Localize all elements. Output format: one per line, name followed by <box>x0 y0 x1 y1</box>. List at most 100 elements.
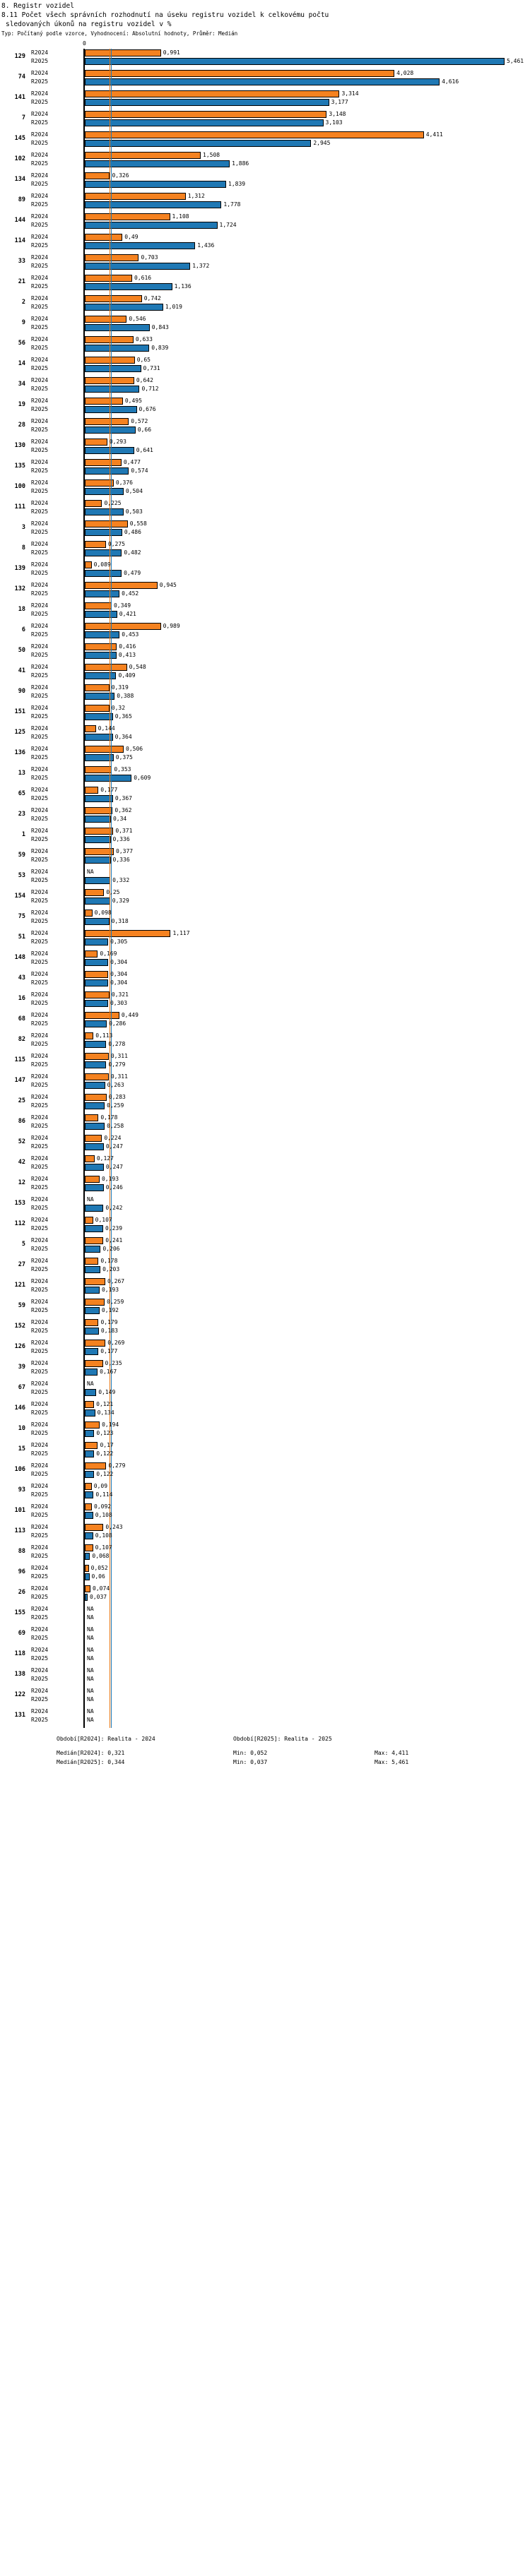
series-label-2024: R2024 <box>31 1032 49 1039</box>
row-id-label: 41 <box>18 667 25 674</box>
bar-2025 <box>85 1553 90 1560</box>
bar-2024 <box>85 971 109 978</box>
series-label-2025: R2025 <box>31 1696 49 1703</box>
bar-value-label-2024: 0,742 <box>143 295 161 302</box>
bar-2024 <box>85 316 127 323</box>
bar-2025 <box>85 263 191 270</box>
bar-2025 <box>85 58 505 65</box>
bar-value-label-2025: 0,486 <box>124 529 141 535</box>
chart-row-group: 34 R2024 0,642 R2025 0,712 <box>0 376 530 397</box>
bar-2025 <box>85 611 117 618</box>
bar-value-label-2025: 0,108 <box>95 1532 112 1539</box>
chart-row: R2024 0,945 <box>0 581 530 590</box>
bar-value-label-2024: 0,353 <box>114 766 131 773</box>
series-label-2025: R2025 <box>31 959 49 965</box>
series-label-2024: R2024 <box>31 398 49 404</box>
bar-value-label-2024: 3,314 <box>341 90 359 97</box>
chart-row: R2025 0,336 <box>0 856 530 864</box>
bar-value-label-2024: 1,508 <box>203 152 220 158</box>
chart-row: R2025 0,641 <box>0 446 530 455</box>
footer-min-2025: Min: 0,037 <box>233 1759 268 1765</box>
series-label-2025: R2025 <box>31 324 49 330</box>
footer-block: Období[R2024]: Realita - 2024 Období[R20… <box>0 1735 530 1775</box>
bar-chart: 0 129 R2024 0,991 R2025 5,461 74 R2024 4,028 R20… <box>0 40 530 1728</box>
chart-row-group: 7 R2024 3,148 R2025 3,103 <box>0 110 530 131</box>
chart-row: R2025 0,332 <box>0 876 530 885</box>
bar-2025 <box>85 652 117 659</box>
series-label-2024: R2024 <box>31 1299 49 1305</box>
chart-row: R2025 1,886 <box>0 160 530 168</box>
chart-row: R2024 0,107 <box>0 1216 530 1224</box>
chart-row-group: 18 R2024 0,349 R2025 0,421 <box>0 602 530 622</box>
series-label-2024: R2024 <box>31 582 49 588</box>
chart-row-group: 111 R2024 0,225 R2025 0,503 <box>0 499 530 520</box>
bar-value-label-2024: 0,642 <box>136 377 153 383</box>
bar-value-label-2024: 0,371 <box>115 828 133 834</box>
row-id-label: 50 <box>18 647 25 654</box>
bar-value-label-2024: 0,65 <box>136 357 151 363</box>
bar-value-label-2025: 0,263 <box>107 1082 124 1088</box>
chart-row: R2024 0,742 <box>0 294 530 303</box>
bar-2024 <box>85 807 113 814</box>
chart-row: R2025 0,712 <box>0 385 530 393</box>
chart-row: R2025 NA <box>0 1675 530 1683</box>
chart-row: R2024 1,108 <box>0 213 530 221</box>
series-label-2025: R2025 <box>31 140 49 146</box>
series-label-2024: R2024 <box>31 152 49 158</box>
bar-value-label-2025: 0,34 <box>112 816 127 822</box>
chart-row: R2025 NA <box>0 1654 530 1663</box>
series-label-2025: R2025 <box>31 427 49 433</box>
bar-value-label-2024: 4,411 <box>425 131 443 138</box>
series-label-2024: R2024 <box>31 90 49 97</box>
row-id-label: 65 <box>18 790 25 797</box>
series-label-2025: R2025 <box>31 1553 49 1559</box>
bar-value-label-2025: NA <box>87 1696 94 1703</box>
row-id-label: 115 <box>14 1056 25 1063</box>
row-id-label: 1 <box>21 831 25 838</box>
series-label-2024: R2024 <box>31 459 49 465</box>
chart-row-group: 2 R2024 0,742 R2025 1,019 <box>0 294 530 315</box>
bar-2025 <box>85 1348 99 1355</box>
bar-2025 <box>85 1409 95 1417</box>
bar-2024 <box>85 49 161 56</box>
bar-value-label-2024: 0,127 <box>96 1155 114 1162</box>
bar-2025 <box>85 672 117 679</box>
chart-row-group: 144 R2024 1,108 R2025 1,724 <box>0 213 530 233</box>
bar-value-label-2025: 0,239 <box>105 1225 123 1232</box>
bar-2025 <box>85 324 150 331</box>
chart-row: R2025 0,286 <box>0 1020 530 1028</box>
bar-2025 <box>85 140 312 147</box>
chart-row: R2025 0,421 <box>0 610 530 619</box>
bar-value-label-2025: 0,676 <box>139 406 156 412</box>
series-label-2025: R2025 <box>31 611 49 617</box>
bar-value-label-2025: 0,66 <box>137 427 152 433</box>
bar-2025 <box>85 1471 95 1478</box>
bar-value-label-2024: 0,633 <box>135 336 153 342</box>
bar-value-label-2025: 0,453 <box>122 631 139 638</box>
series-label-2024: R2024 <box>31 1094 49 1100</box>
bar-value-label-2024: NA <box>87 1708 94 1715</box>
series-label-2025: R2025 <box>31 795 49 801</box>
chart-row-group: 122 R2024 NA R2025 NA <box>0 1687 530 1707</box>
row-id-label: 53 <box>18 872 25 879</box>
bar-value-label-2024: 0,477 <box>123 459 141 465</box>
bar-2025 <box>85 99 329 106</box>
row-id-label: 9 <box>21 319 25 326</box>
bar-2024 <box>85 1462 107 1469</box>
chart-row-group: 101 R2024 0,092 R2025 0,108 <box>0 1503 530 1523</box>
chart-row: R2024 0,633 <box>0 335 530 344</box>
bar-value-label-2025: NA <box>87 1676 94 1682</box>
series-label-2025: R2025 <box>31 1676 49 1682</box>
chart-row-group: 74 R2024 4,028 R2025 4,616 <box>0 69 530 90</box>
row-id-label: 134 <box>14 176 25 183</box>
series-label-2024: R2024 <box>31 1503 49 1510</box>
series-label-2025: R2025 <box>31 1307 49 1313</box>
bar-value-label-2024: NA <box>87 1381 94 1387</box>
bar-value-label-2024: 0,558 <box>129 520 147 527</box>
bar-2024 <box>85 1585 91 1592</box>
bar-value-label-2025: 0,123 <box>96 1430 114 1436</box>
section-title: 8. Registr vozidel <box>1 2 74 10</box>
series-label-2025: R2025 <box>31 631 49 638</box>
chart-row: R2025 0,364 <box>0 733 530 741</box>
series-label-2024: R2024 <box>31 172 49 179</box>
